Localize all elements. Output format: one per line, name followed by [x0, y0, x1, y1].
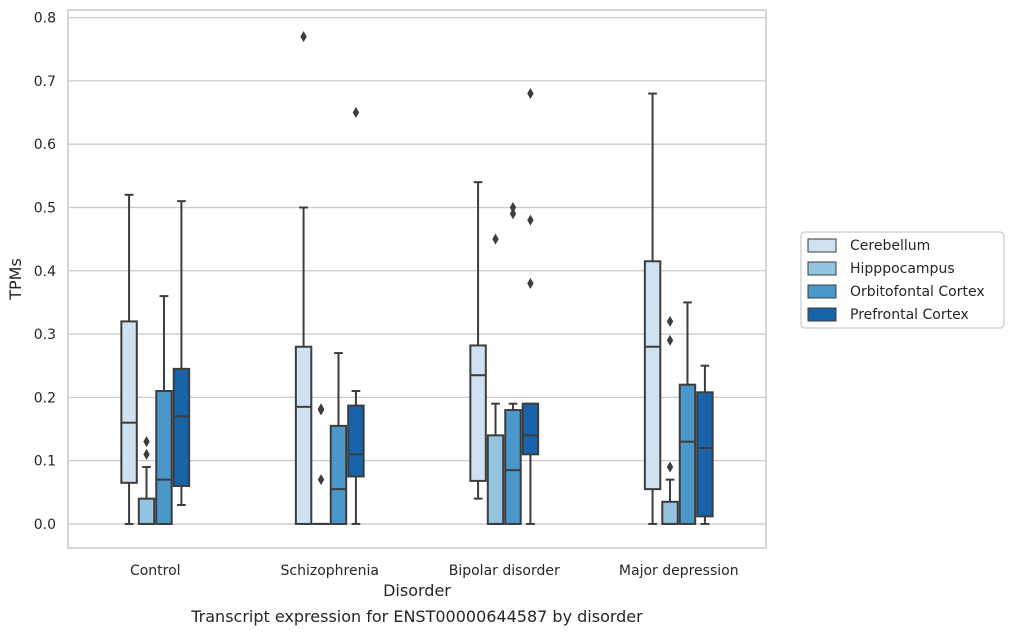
- legend-label: Hipppocampus: [850, 261, 955, 277]
- box-body: [521, 402, 540, 456]
- box-1-2: [329, 352, 348, 525]
- box-3-2: [678, 301, 697, 525]
- y-tick-label: 0.8: [34, 11, 56, 27]
- y-tick-label: 0.4: [34, 264, 56, 280]
- boxes: [120, 31, 714, 525]
- box-body: [137, 497, 156, 525]
- legend-label: Orbitofontal Cortex: [850, 284, 985, 300]
- legend-frame: [800, 231, 1005, 329]
- box-1-1: [312, 403, 330, 525]
- y-tick-label: 0.3: [34, 327, 56, 343]
- box-body: [504, 409, 522, 525]
- box-3-3: [696, 364, 714, 525]
- outlier-point: [317, 403, 325, 415]
- outlier-point: [300, 31, 307, 43]
- outlier-point: [317, 474, 325, 486]
- box-body: [486, 434, 505, 525]
- y-tick-label: 0.5: [34, 200, 56, 216]
- legend-label: Cerebellum: [850, 238, 930, 254]
- box-2-3: [521, 88, 540, 525]
- box-1-3: [347, 107, 365, 525]
- outlier-point: [492, 233, 499, 245]
- outlier-point: [666, 461, 674, 473]
- y-axis-label: TPMs: [6, 258, 25, 301]
- y-axis-ticks: 0.0 0.1 0.2 0.3 0.4 0.5 0.6 0.7 0.8: [34, 11, 56, 533]
- y-tick-label: 0.6: [34, 137, 56, 153]
- x-tick-label: Control: [130, 563, 181, 579]
- box-body: [696, 391, 714, 518]
- outlier-point: [666, 315, 674, 327]
- chart-title: Transcript expression for ENST0000064458…: [190, 607, 643, 626]
- outlier-point: [527, 277, 534, 289]
- legend-swatch: [807, 284, 837, 299]
- box-body: [469, 344, 487, 482]
- box-body: [347, 404, 365, 478]
- box-body: [172, 367, 191, 487]
- box-body: [661, 500, 679, 525]
- box-2-0: [469, 181, 487, 500]
- box-body: [155, 390, 173, 525]
- box-body: [643, 260, 662, 491]
- box-3-1: [661, 315, 679, 525]
- legend-swatch: [807, 261, 837, 276]
- box-0-2: [155, 295, 173, 525]
- outlier-point: [509, 208, 517, 220]
- x-tick-label: Bipolar disorder: [449, 563, 560, 579]
- box-0-3: [172, 200, 191, 506]
- outlier-point: [527, 214, 534, 226]
- legend-label: Prefrontal Cortex: [850, 307, 969, 323]
- outlier-point: [143, 448, 150, 460]
- x-tick-label: Schizophrenia: [281, 563, 379, 579]
- box-2-2: [504, 201, 522, 525]
- y-tick-label: 0.7: [34, 74, 56, 90]
- x-tick-label: Major depression: [619, 563, 739, 579]
- box-body: [678, 383, 697, 525]
- box-1-0: [294, 31, 313, 525]
- y-tick-label: 0.0: [34, 517, 56, 533]
- x-axis-ticks: Control Schizophrenia Bipolar disorder Majo…: [130, 563, 739, 579]
- outlier-point: [143, 436, 150, 448]
- x-axis-label: Disorder: [383, 581, 451, 600]
- outlier-point: [666, 334, 674, 346]
- plot-frame: [67, 9, 767, 549]
- y-tick-label: 0.1: [34, 454, 56, 470]
- box-0-1: [137, 436, 156, 525]
- outlier-point: [352, 107, 360, 119]
- outlier-point: [509, 201, 517, 213]
- box-0-0: [120, 193, 138, 525]
- y-tick-label: 0.2: [34, 390, 56, 406]
- box-body: [294, 345, 313, 525]
- legend-swatch: [807, 307, 837, 322]
- box-3-0: [643, 92, 662, 525]
- legend: Cerebellum Hipppocampus Orbitofontal Corte…: [800, 231, 1005, 329]
- box-body: [329, 424, 348, 525]
- box-body: [120, 320, 138, 484]
- outlier-point: [527, 88, 534, 100]
- legend-swatch: [807, 238, 837, 253]
- box-2-1: [486, 233, 505, 525]
